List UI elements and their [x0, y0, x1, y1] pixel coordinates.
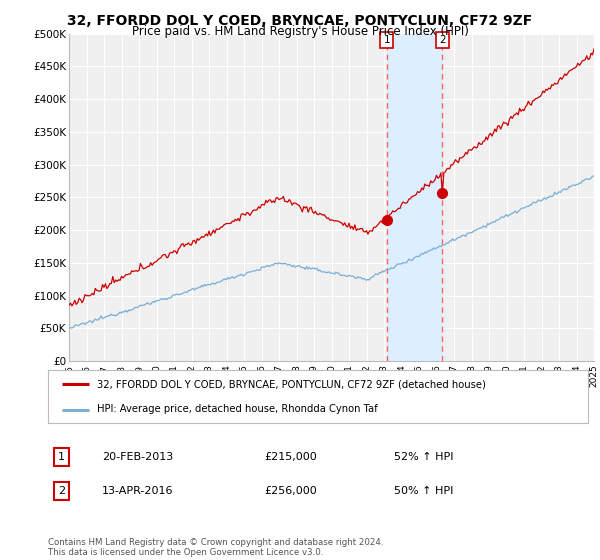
Text: 20-FEB-2013: 20-FEB-2013	[102, 452, 173, 462]
Bar	[387, 34, 442, 361]
Text: £256,000: £256,000	[264, 486, 317, 496]
Text: 2: 2	[58, 486, 65, 496]
Text: 1: 1	[383, 35, 390, 45]
Text: 50% ↑ HPI: 50% ↑ HPI	[394, 486, 453, 496]
Text: 2: 2	[439, 35, 446, 45]
Text: 32, FFORDD DOL Y COED, BRYNCAE, PONTYCLUN, CF72 9ZF: 32, FFORDD DOL Y COED, BRYNCAE, PONTYCLU…	[67, 14, 533, 28]
Text: Contains HM Land Registry data © Crown copyright and database right 2024.
This d: Contains HM Land Registry data © Crown c…	[48, 538, 383, 557]
Text: Price paid vs. HM Land Registry's House Price Index (HPI): Price paid vs. HM Land Registry's House …	[131, 25, 469, 38]
Text: £215,000: £215,000	[264, 452, 317, 462]
Text: 13-APR-2016: 13-APR-2016	[102, 486, 173, 496]
Text: 32, FFORDD DOL Y COED, BRYNCAE, PONTYCLUN, CF72 9ZF (detached house): 32, FFORDD DOL Y COED, BRYNCAE, PONTYCLU…	[97, 380, 485, 390]
Text: HPI: Average price, detached house, Rhondda Cynon Taf: HPI: Average price, detached house, Rhon…	[97, 404, 377, 414]
Text: 52% ↑ HPI: 52% ↑ HPI	[394, 452, 453, 462]
Text: 1: 1	[58, 452, 65, 462]
